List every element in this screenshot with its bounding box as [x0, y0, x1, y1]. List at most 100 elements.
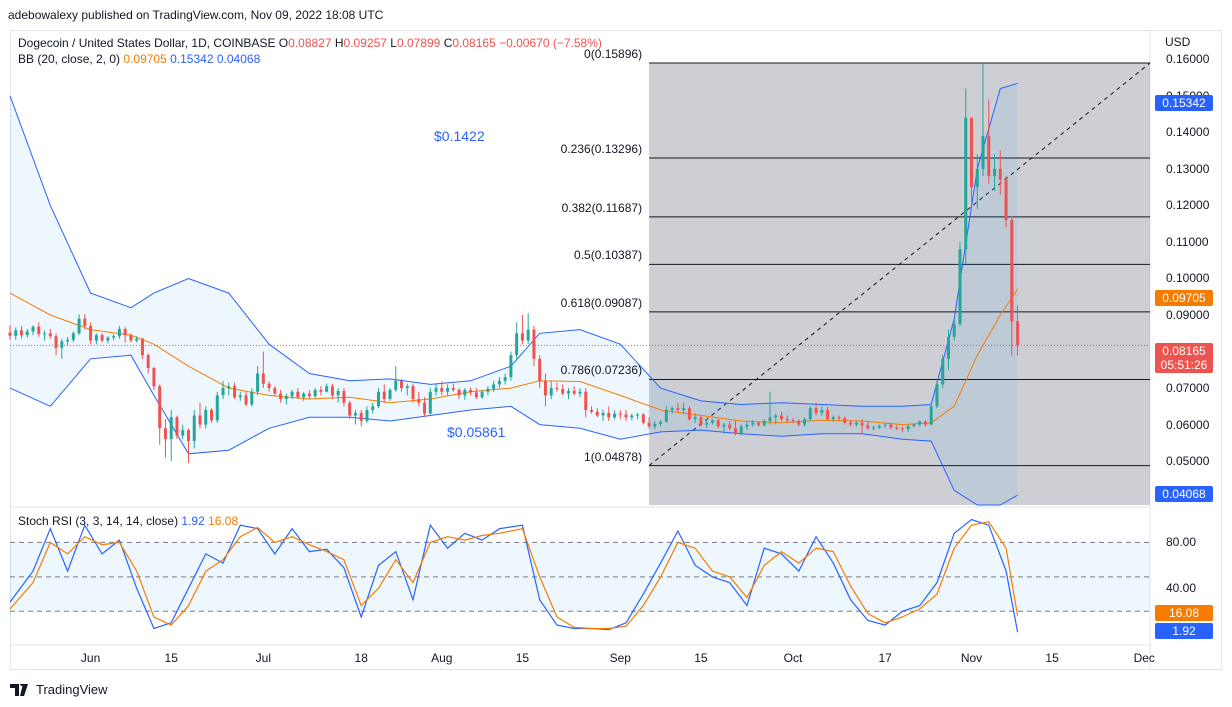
candle-body	[192, 415, 196, 442]
candle-body	[273, 388, 277, 394]
candle-body	[872, 427, 876, 429]
candle-body	[181, 430, 185, 436]
fib-background	[649, 63, 1150, 506]
candle-body	[929, 406, 933, 425]
candle-body	[77, 318, 81, 334]
price-tick: 0.05000	[1166, 454, 1210, 469]
candle-body	[641, 414, 645, 423]
candle-body	[382, 391, 386, 400]
candle-body	[227, 386, 231, 389]
candle-body	[584, 391, 588, 410]
candle-body	[342, 391, 346, 403]
candle-body	[480, 391, 484, 398]
candle-body	[613, 413, 617, 418]
close-value: 0.08165	[452, 36, 496, 50]
time-tick: Nov	[960, 651, 983, 665]
candle-body	[394, 380, 398, 390]
candle-body	[250, 391, 254, 405]
price-tick: 0.12000	[1166, 198, 1210, 213]
close-label: C	[443, 36, 453, 50]
candle-body	[313, 389, 317, 397]
candle-body	[503, 377, 507, 381]
symbol-legend[interactable]: Dogecoin / United States Dollar, 1D, COI…	[18, 36, 602, 50]
candle-body	[941, 358, 945, 385]
candle-body	[538, 358, 542, 381]
candle-body	[14, 330, 18, 336]
candle-body	[624, 414, 628, 418]
candle-body	[595, 411, 599, 416]
candle-body	[359, 412, 363, 421]
candle-body	[803, 419, 807, 425]
candle-body	[290, 391, 294, 397]
candle-body	[411, 386, 415, 400]
price-annotation-low[interactable]: $0.05861	[447, 424, 506, 440]
candle-body	[520, 333, 524, 341]
stoch-d-badge: 16.08	[1155, 605, 1213, 621]
candle-body	[526, 329, 530, 341]
candle-body	[751, 422, 755, 425]
stoch-k-badge: 1.92	[1155, 623, 1213, 639]
high-label: H	[334, 36, 344, 50]
candle-body	[843, 418, 847, 423]
bb-lower-badge: 0.04068	[1155, 486, 1213, 502]
price-tick: 0.13000	[1166, 161, 1210, 176]
candle-body	[20, 330, 24, 336]
stoch-k-line	[9, 518, 1019, 633]
stoch-d-value: 16.08	[208, 514, 239, 528]
fib-level-label: 0.236(0.13296)	[560, 142, 643, 157]
candle-body	[129, 335, 133, 341]
candle-body	[566, 391, 570, 394]
price-tick: 0.16000	[1166, 52, 1210, 67]
rsi-tick: 80.00	[1166, 535, 1197, 550]
candle-body	[83, 318, 87, 326]
tradingview-logo[interactable]: TradingView	[10, 682, 108, 697]
candle-body	[417, 399, 421, 403]
candle-body	[682, 408, 686, 410]
candle-body	[284, 396, 288, 400]
candle-body	[601, 412, 605, 416]
time-tick: 15	[1045, 651, 1059, 665]
candle-body	[330, 386, 334, 396]
candle-body	[745, 424, 749, 427]
candle-body	[54, 336, 58, 348]
candle-body	[140, 338, 144, 356]
candle-body	[889, 424, 893, 428]
currency-label[interactable]: USD	[1165, 35, 1191, 49]
candle-body	[146, 355, 150, 368]
candle-body	[607, 412, 611, 418]
bb-label: BB (20, close, 2, 0)	[18, 52, 121, 66]
candle-body	[532, 329, 536, 359]
low-label: L	[390, 36, 397, 50]
change-value: −0.00670 (−7.58%)	[499, 36, 602, 50]
candle-body	[768, 417, 772, 421]
candle-body	[37, 326, 41, 334]
candle-body	[831, 417, 835, 420]
candle-body	[198, 415, 202, 425]
candle-body	[325, 386, 329, 392]
candle-body	[756, 422, 760, 426]
candle-body	[279, 393, 283, 400]
candle-body	[923, 421, 927, 425]
candle-body	[365, 410, 369, 421]
candle-body	[728, 424, 732, 429]
stoch-rsi-legend[interactable]: Stoch RSI (3, 3, 14, 14, close) 1.92 16.…	[18, 514, 238, 528]
candle-body	[1010, 220, 1014, 322]
candle-body	[106, 337, 110, 341]
candle-body	[774, 415, 778, 418]
candle-body	[1004, 179, 1008, 220]
candle-body	[169, 417, 173, 440]
candle-body	[837, 417, 841, 419]
bb-legend[interactable]: BB (20, close, 2, 0) 0.09705 0.15342 0.0…	[18, 52, 260, 66]
candle-body	[123, 328, 127, 336]
candle-body	[912, 424, 916, 427]
time-tick: Dec	[1133, 651, 1155, 665]
candle-body	[204, 410, 208, 425]
candle-body	[952, 324, 956, 337]
candle-body	[854, 422, 858, 425]
candle-body	[43, 333, 47, 335]
price-annotation-high[interactable]: $0.1422	[434, 128, 485, 144]
candle-body	[849, 422, 853, 425]
candle-body	[66, 339, 70, 342]
candle-body	[210, 410, 214, 421]
